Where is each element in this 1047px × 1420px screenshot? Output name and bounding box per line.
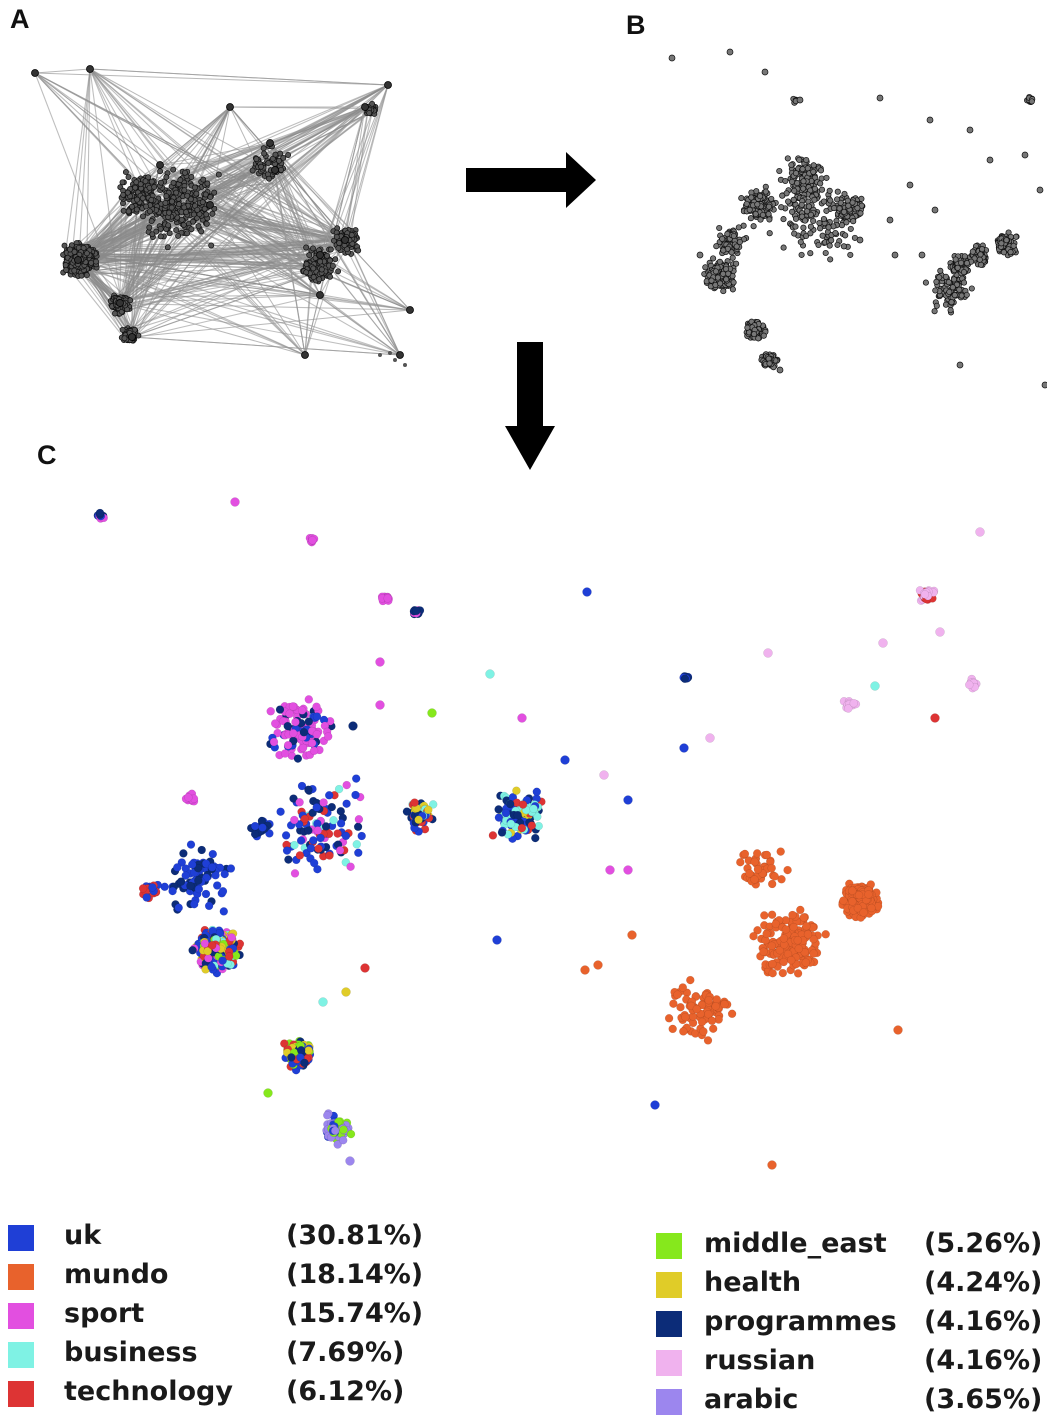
network-graph-panel-a [20, 55, 430, 375]
legend-percent: (4.24%) [924, 1267, 1042, 1298]
panel-label-a: A [10, 4, 30, 35]
legend-swatch [656, 1311, 682, 1337]
legend-left: uk (30.81%) mundo (18.14%) sport (15.74%… [8, 1220, 428, 1415]
legend-name: health [704, 1267, 801, 1298]
panel-label-b: B [626, 10, 646, 41]
legend-item: sport (15.74%) [8, 1298, 428, 1334]
legend-item: russian (4.16%) [656, 1345, 1041, 1381]
legend-percent: (5.26%) [924, 1228, 1042, 1259]
panel-label-c: C [37, 440, 57, 471]
colored-cluster-map-panel-c [0, 480, 1047, 1180]
legend-swatch [8, 1264, 34, 1290]
legend-name: sport [64, 1298, 144, 1329]
legend-item: middle_east (5.26%) [656, 1228, 1041, 1264]
legend-item: business (7.69%) [8, 1337, 428, 1373]
legend-name: technology [64, 1376, 233, 1407]
legend-swatch [656, 1272, 682, 1298]
legend-item: technology (6.12%) [8, 1376, 428, 1412]
legend-name: russian [704, 1345, 815, 1376]
legend-percent: (30.81%) [286, 1220, 423, 1251]
legend-swatch [8, 1381, 34, 1407]
legend-swatch [656, 1389, 682, 1415]
legend-percent: (3.65%) [924, 1384, 1042, 1415]
legend-swatch [656, 1233, 682, 1259]
legend-percent: (4.16%) [924, 1306, 1042, 1337]
legend-name: uk [64, 1220, 101, 1251]
legend-percent: (15.74%) [286, 1298, 423, 1329]
legend-name: programmes [704, 1306, 897, 1337]
legend-percent: (18.14%) [286, 1259, 423, 1290]
legend-name: middle_east [704, 1228, 887, 1259]
legend-name: mundo [64, 1259, 168, 1290]
legend-percent: (7.69%) [286, 1337, 404, 1368]
legend-item: uk (30.81%) [8, 1220, 428, 1256]
legend-percent: (4.16%) [924, 1345, 1042, 1376]
legend-name: arabic [704, 1384, 798, 1415]
legend-item: mundo (18.14%) [8, 1259, 428, 1295]
legend-swatch [8, 1303, 34, 1329]
legend-item: programmes (4.16%) [656, 1306, 1041, 1342]
legend-item: arabic (3.65%) [656, 1384, 1041, 1420]
down-arrow-icon [505, 342, 555, 472]
cluster-layout-panel-b [660, 40, 1047, 400]
legend-swatch [8, 1225, 34, 1251]
legend-swatch [656, 1350, 682, 1376]
legend-right: middle_east (5.26%) health (4.24%) progr… [656, 1228, 1041, 1418]
right-arrow-icon [466, 152, 596, 208]
legend-swatch [8, 1342, 34, 1368]
legend-percent: (6.12%) [286, 1376, 404, 1407]
legend-name: business [64, 1337, 198, 1368]
legend-item: health (4.24%) [656, 1267, 1041, 1303]
